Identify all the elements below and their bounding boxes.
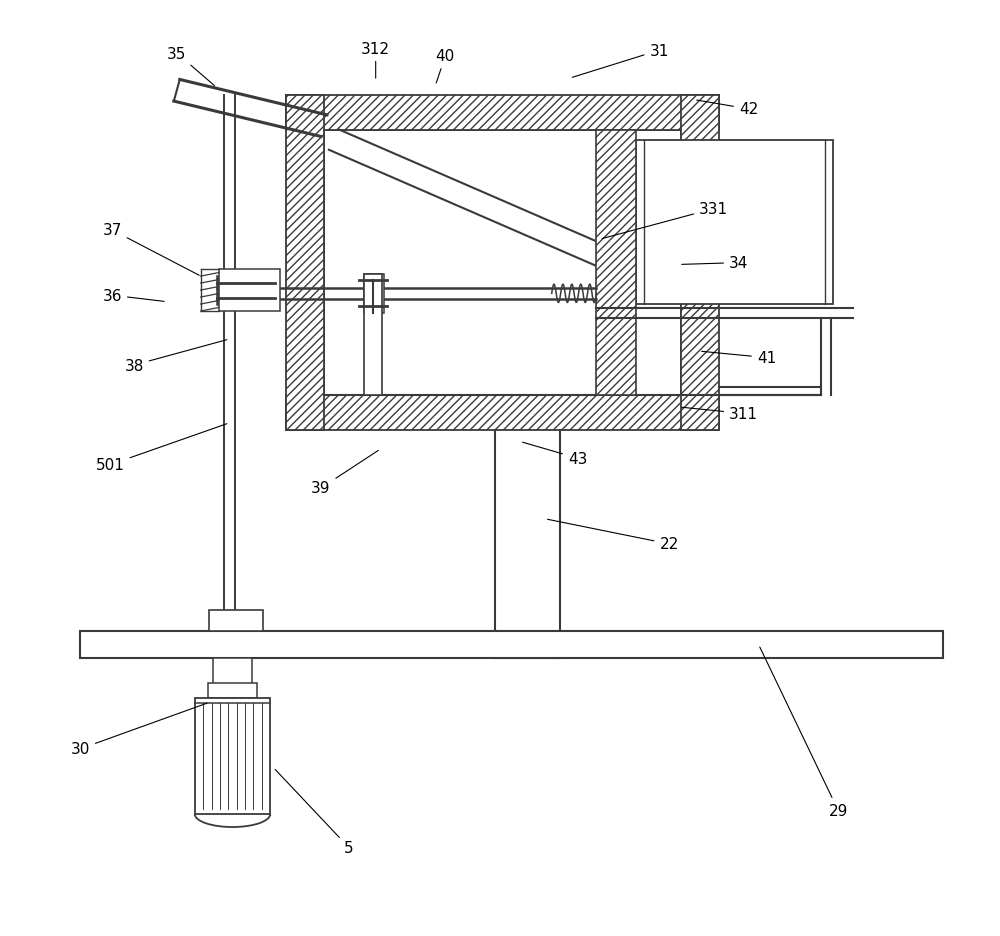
- Bar: [681, 95, 719, 431]
- Text: 39: 39: [311, 451, 378, 496]
- Text: 311: 311: [682, 406, 758, 421]
- Text: 31: 31: [572, 44, 669, 79]
- Text: 22: 22: [547, 519, 679, 552]
- Text: 40: 40: [436, 50, 455, 84]
- Bar: [209, 610, 263, 631]
- Bar: [364, 274, 382, 395]
- Text: 34: 34: [682, 256, 748, 271]
- Text: 41: 41: [702, 351, 776, 366]
- Text: 35: 35: [167, 47, 214, 86]
- Bar: [195, 698, 270, 814]
- Text: 501: 501: [96, 424, 227, 473]
- Bar: [286, 395, 719, 431]
- Text: 36: 36: [102, 288, 164, 303]
- Text: 312: 312: [361, 42, 390, 79]
- Text: 331: 331: [602, 202, 728, 240]
- Text: 38: 38: [124, 341, 227, 373]
- Text: 5: 5: [275, 769, 354, 856]
- Text: 29: 29: [760, 648, 848, 818]
- Bar: [636, 140, 833, 304]
- Bar: [596, 131, 636, 395]
- Bar: [364, 274, 384, 314]
- Text: 30: 30: [71, 704, 207, 756]
- Bar: [286, 95, 324, 431]
- Bar: [286, 95, 719, 131]
- Bar: [80, 631, 943, 659]
- Bar: [213, 659, 252, 685]
- Bar: [219, 270, 280, 312]
- Bar: [208, 683, 257, 698]
- Text: 43: 43: [523, 443, 587, 466]
- Text: 42: 42: [697, 101, 758, 117]
- Text: 37: 37: [102, 224, 199, 276]
